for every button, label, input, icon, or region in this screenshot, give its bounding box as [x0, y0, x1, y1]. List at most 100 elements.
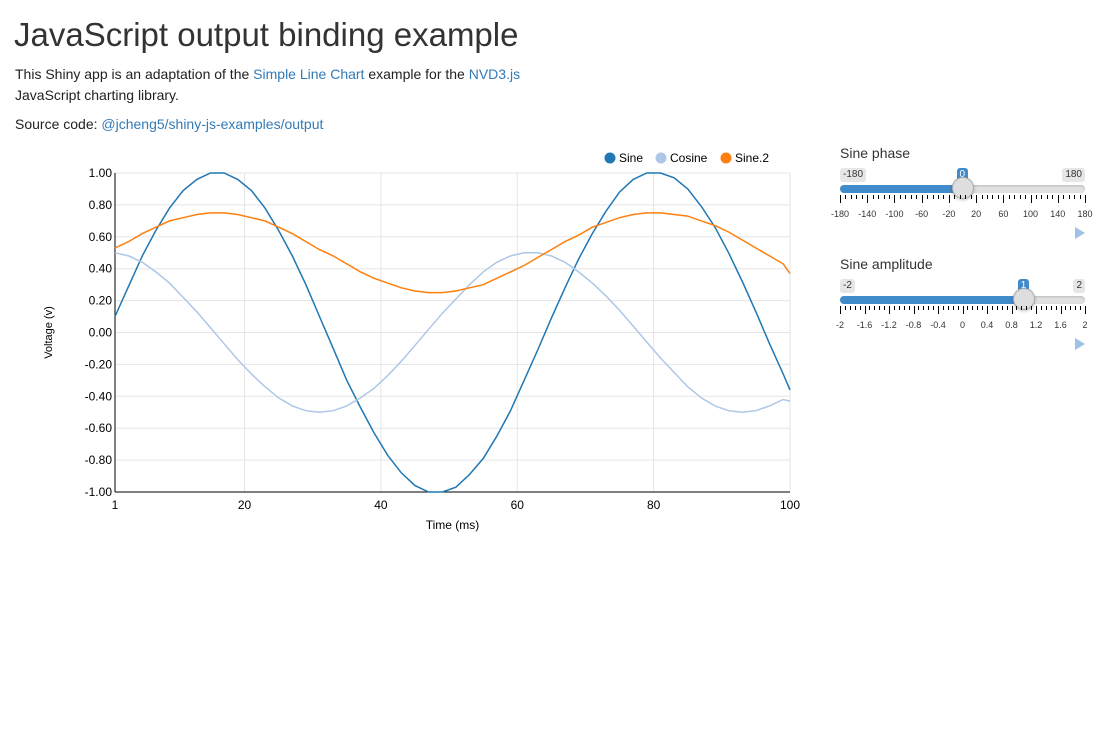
source-code-link[interactable]: @jcheng5/shiny-js-examples/output	[101, 116, 324, 132]
y-tick-label: 0.00	[89, 326, 113, 340]
grid-label: 60	[998, 209, 1009, 219]
grid-label: 1.6	[1054, 320, 1067, 330]
grid-label: -100	[885, 209, 904, 219]
grid-minor-tick	[972, 306, 974, 310]
grid-minor-tick	[910, 195, 912, 199]
sine-phase-track-fill	[840, 185, 963, 193]
series-line-cosine	[114, 252, 791, 414]
grid-minor-tick	[859, 306, 861, 310]
sine-amplitude-handle[interactable]	[1012, 288, 1035, 310]
grid-minor-tick	[879, 306, 881, 310]
grid-minor-tick	[992, 195, 994, 199]
grid-minor-tick	[1045, 306, 1047, 310]
x-tick-label: 20	[238, 498, 252, 512]
grid-minor-tick	[1016, 306, 1018, 310]
grid-minor-tick	[1008, 195, 1010, 199]
grid-tick	[938, 306, 939, 314]
legend-label: Sine	[619, 151, 643, 165]
grid-minor-tick	[899, 195, 901, 199]
y-tick-label: -0.60	[85, 421, 113, 435]
x-tick-label: 80	[647, 498, 661, 512]
y-tick-label: 1.00	[89, 166, 113, 180]
grid-tick	[840, 195, 841, 203]
grid-minor-tick	[957, 306, 959, 310]
grid-minor-tick	[1065, 306, 1067, 310]
source-code-line: Source code: @jcheng5/shiny-js-examples/…	[15, 114, 323, 135]
y-tick-label: -0.80	[85, 453, 113, 467]
x-axis-label: Time (ms)	[426, 518, 480, 532]
grid-tick	[889, 306, 890, 314]
grid-tick	[1060, 306, 1062, 314]
grid-minor-tick	[997, 195, 999, 199]
series-line-sine-2	[114, 212, 791, 294]
grid-tick	[1085, 195, 1086, 203]
grid-minor-tick	[1055, 306, 1057, 310]
grid-tick	[867, 195, 869, 203]
legend-marker	[655, 152, 667, 164]
grid-minor-tick	[1070, 306, 1072, 310]
legend-marker	[604, 152, 616, 164]
sine-phase-play-icon[interactable]	[1075, 227, 1085, 239]
grid-minor-tick	[918, 306, 920, 310]
nvd3-link[interactable]: NVD3.js	[468, 66, 521, 82]
sine-amplitude-label: Sine amplitude	[840, 256, 933, 272]
intro-prefix: This Shiny app is an adaptation of the	[15, 66, 254, 82]
line-chart: -1.00 -0.80 -0.60 -0.40 -0.20 0.00 0.20 0.40 0.6…	[43, 151, 800, 532]
y-axis-label: Voltage (v)	[43, 306, 55, 359]
sine-phase-slider[interactable]: Sine phase -180 180 0 -180 -140 -100 -60 -20…	[831, 145, 1093, 241]
grid-minor-tick	[884, 306, 886, 310]
sine-amplitude-max-badge: 2	[1073, 279, 1085, 293]
grid-minor-tick	[928, 306, 930, 310]
sine-amplitude-min-badge: -2	[840, 279, 855, 293]
x-tick-label: 60	[511, 498, 525, 512]
sine-phase-handle[interactable]	[951, 177, 974, 199]
grid-minor-tick	[1006, 306, 1008, 310]
sine-amplitude-play-icon[interactable]	[1075, 338, 1085, 350]
grid-label: 2	[1082, 320, 1088, 330]
grid-tick	[1085, 306, 1086, 314]
x-tick-label: 1	[112, 498, 119, 512]
grid-minor-tick	[844, 306, 846, 310]
grid-label: 20	[971, 209, 982, 219]
grid-label: -20	[942, 209, 956, 219]
grid-minor-tick	[932, 195, 934, 199]
sine-phase-value-badge: 0	[956, 168, 969, 182]
sine-amplitude-value-badge: 1	[1017, 279, 1030, 293]
grid-minor-tick	[916, 195, 918, 199]
grid-minor-tick	[996, 306, 998, 310]
grid-minor-tick	[872, 195, 874, 199]
grid-label: 140	[1050, 209, 1066, 219]
grid-label: -0.4	[930, 320, 946, 330]
grid-minor-tick	[1014, 195, 1016, 199]
x-tick-label: 40	[374, 498, 388, 512]
grid-label: -140	[858, 209, 877, 219]
grid-minor-tick	[981, 195, 983, 199]
grid-minor-tick	[952, 306, 954, 310]
grid-minor-tick	[1025, 195, 1027, 199]
simple-line-chart-link[interactable]: Simple Line Chart	[253, 66, 365, 82]
grid-tick	[1057, 195, 1059, 203]
grid-minor-tick	[1050, 306, 1052, 310]
grid-tick	[894, 195, 896, 203]
y-tick-label: 0.20	[89, 294, 113, 308]
grid-label: -60	[915, 209, 929, 219]
grid-minor-tick	[883, 195, 885, 199]
sine-amplitude-slider[interactable]: Sine amplitude -2 2 1 -2 -1.6 -1.2 -0.8 -0.4…	[836, 256, 1088, 352]
grid-label: 0.4	[980, 320, 994, 330]
grid-tick	[1036, 306, 1037, 314]
grid-minor-tick	[987, 195, 988, 199]
grid-minor-tick	[1019, 195, 1021, 199]
grid-label: -1.6	[856, 320, 873, 330]
intro-text: This Shiny app is an adaptation of the S…	[15, 64, 555, 106]
grid-label: 0.8	[1005, 320, 1018, 330]
grid-minor-tick	[878, 195, 880, 199]
sine-amplitude-grid: -2 -1.6 -1.2 -0.8 -0.4 0 0.4 0.8 1.2 1.6 2	[836, 306, 1088, 330]
grid-minor-tick	[933, 306, 935, 310]
grid-minor-tick	[942, 306, 944, 310]
grid-minor-tick	[1021, 306, 1023, 310]
source-label: Source code:	[15, 116, 102, 132]
grid-minor-tick	[938, 195, 939, 199]
grid-minor-tick	[889, 195, 890, 199]
grid-minor-tick	[905, 195, 907, 199]
grid-tick	[962, 306, 964, 314]
